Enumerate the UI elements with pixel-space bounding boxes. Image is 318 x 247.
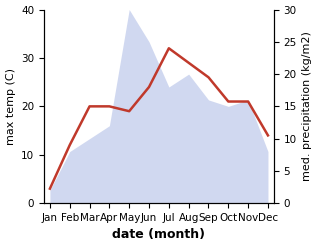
Y-axis label: max temp (C): max temp (C) xyxy=(5,68,16,145)
Y-axis label: med. precipitation (kg/m2): med. precipitation (kg/m2) xyxy=(302,31,313,181)
X-axis label: date (month): date (month) xyxy=(113,228,205,242)
